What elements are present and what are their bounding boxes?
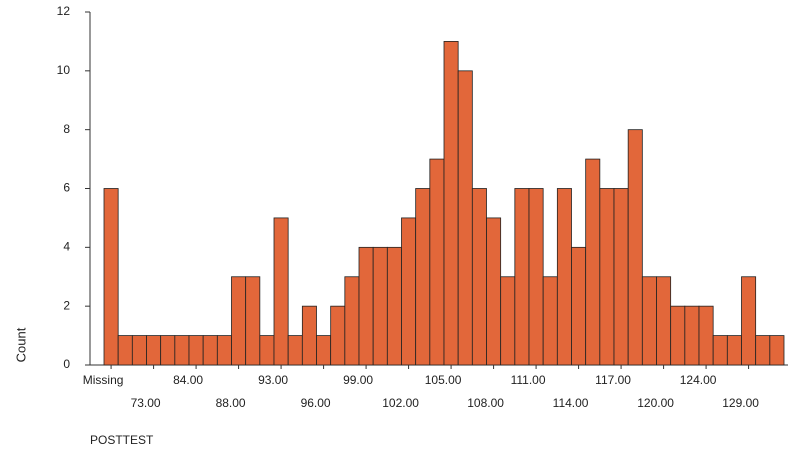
bar	[542, 276, 558, 366]
bar	[103, 188, 119, 366]
bar	[316, 335, 332, 366]
x-tick-label: 114.00	[553, 396, 589, 410]
y-tick-label: 6	[63, 181, 70, 195]
y-tick-label: 4	[63, 240, 70, 254]
bar	[188, 335, 204, 366]
bar	[627, 129, 643, 366]
bar	[231, 276, 247, 366]
bar	[670, 305, 686, 366]
bar	[726, 335, 742, 366]
bar	[301, 305, 317, 366]
x-tick-label: 102.00	[382, 396, 419, 410]
bar	[514, 188, 530, 366]
x-tick-label: 129.00	[722, 396, 759, 410]
bar	[500, 276, 516, 366]
bar	[372, 246, 388, 366]
bar	[684, 305, 700, 366]
x-tick-label: 73.00	[131, 396, 161, 410]
bar	[741, 276, 757, 366]
bar	[330, 305, 346, 366]
bar	[202, 335, 218, 366]
bar	[287, 335, 303, 366]
y-axis-label: Count	[13, 327, 28, 362]
bar	[599, 188, 615, 366]
bar	[259, 335, 275, 366]
bar	[174, 335, 190, 366]
bar	[386, 246, 402, 366]
bar	[656, 276, 672, 366]
x-tick-label: 88.00	[216, 396, 246, 410]
x-tick-label: 120.00	[637, 396, 674, 410]
bar	[216, 335, 232, 366]
bar	[401, 217, 417, 366]
bar	[131, 335, 147, 366]
bar	[146, 335, 162, 366]
bar	[769, 335, 785, 366]
bar	[358, 246, 374, 366]
x-axis-label: POSTTEST	[90, 433, 154, 447]
y-tick-label: 0	[63, 357, 70, 371]
bar	[245, 276, 261, 366]
bar	[344, 276, 360, 366]
bar	[160, 335, 176, 366]
x-tick-label: Missing	[83, 373, 124, 387]
y-tick-label: 12	[57, 4, 71, 18]
bar	[528, 188, 544, 366]
x-tick-label: 99.00	[343, 373, 373, 387]
bar	[585, 158, 601, 366]
x-tick-label: 124.00	[680, 373, 717, 387]
bar	[641, 276, 657, 366]
x-tick-label: 108.00	[467, 396, 504, 410]
bar	[443, 41, 459, 366]
x-tick-label: 111.00	[511, 373, 546, 387]
x-tick-label: 96.00	[301, 396, 331, 410]
x-tick-label: 93.00	[258, 373, 288, 387]
bar	[486, 217, 502, 366]
bar	[429, 158, 445, 366]
x-tick-label: 105.00	[425, 373, 462, 387]
y-tick-label: 10	[57, 63, 71, 77]
x-tick-label: 117.00	[595, 373, 631, 387]
bar	[117, 335, 133, 366]
bar	[457, 70, 473, 366]
bar	[273, 217, 289, 366]
bar	[698, 305, 714, 366]
bar	[571, 246, 587, 366]
y-tick-label: 2	[63, 298, 70, 312]
bar	[755, 335, 771, 366]
bar	[613, 188, 629, 366]
bar	[712, 335, 728, 366]
bar	[556, 188, 572, 366]
x-tick-label: 84.00	[173, 373, 203, 387]
bar	[471, 188, 487, 366]
y-tick-label: 8	[63, 122, 70, 136]
bar	[415, 188, 431, 366]
